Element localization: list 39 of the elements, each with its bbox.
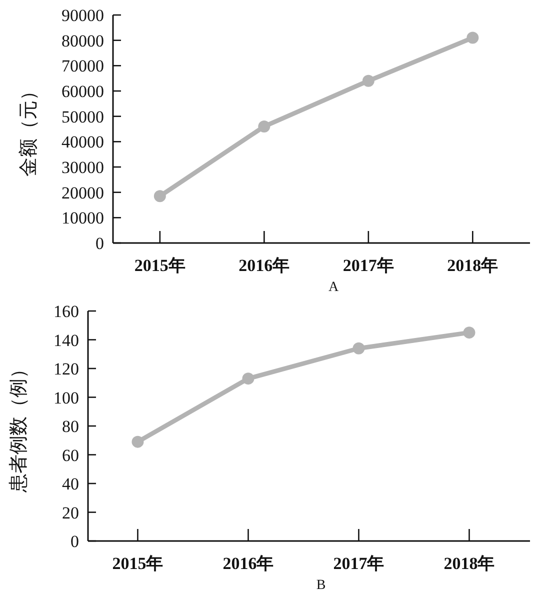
y-tick-label: 60000 [62, 82, 104, 101]
y-tick-label: 20 [62, 503, 79, 522]
y-tick-label: 60 [62, 446, 79, 465]
y-tick-label: 30000 [62, 158, 104, 177]
x-tick-label: 2015年 [134, 256, 186, 275]
y-axis-title: 金额（元） [17, 82, 40, 176]
y-tick-label: 70000 [62, 56, 104, 76]
y-tick-label: 80 [62, 417, 79, 436]
y-axis-title: 患者例数（例） [8, 360, 30, 494]
y-tick-label: 120 [54, 360, 79, 378]
x-tick-label: 2017年 [333, 554, 384, 573]
y-tick-label: 20000 [62, 183, 104, 202]
point [466, 32, 479, 44]
y-tick-label: 40000 [62, 132, 104, 152]
y-tick-label: 140 [54, 330, 79, 350]
x-tick-label: 2016年 [222, 554, 274, 573]
point [258, 120, 270, 132]
x-tick-label: 2018年 [444, 554, 495, 573]
y-tick-label: 50000 [62, 107, 104, 126]
x-axis-title: B [316, 578, 326, 593]
point [242, 372, 254, 385]
x-axis-title: A [328, 280, 340, 295]
point [352, 342, 365, 354]
x-tick-label: 2016年 [238, 256, 290, 275]
y-tick-label: 160 [54, 302, 79, 321]
x-tick-label: 2017年 [342, 256, 394, 275]
x-tick-label: 2018年 [447, 256, 498, 275]
y-tick-label: 90000 [62, 6, 104, 25]
y-tick-label: 0 [96, 234, 104, 253]
point [154, 190, 166, 202]
point [132, 436, 144, 448]
point [463, 326, 476, 339]
x-tick-label: 2015年 [112, 554, 164, 573]
point [362, 74, 374, 87]
y-tick-label: 40 [62, 474, 79, 494]
y-tick-label: 0 [70, 532, 79, 551]
y-tick-label: 10000 [62, 208, 104, 228]
y-tick-label: 100 [54, 388, 79, 408]
y-tick-label: 80000 [62, 31, 104, 50]
